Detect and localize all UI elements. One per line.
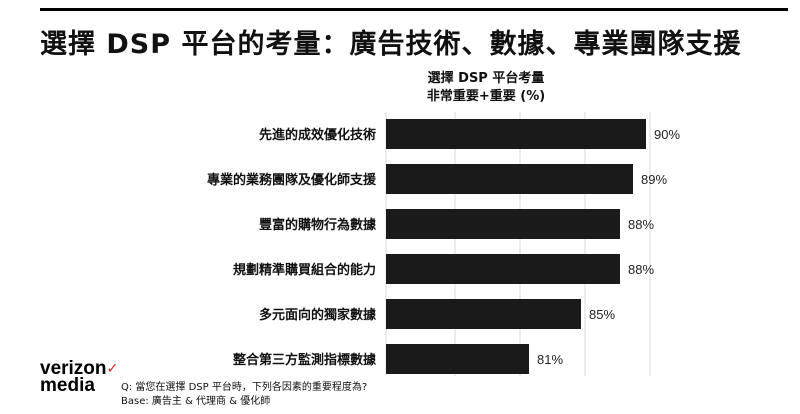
chart-title-line-1: 選擇 DSP 平台考量 (427, 71, 545, 86)
checkmark-icon: ✓ (106, 360, 119, 376)
logo-line-2: media (40, 375, 95, 396)
verizon-media-logo: verizon✓ media (40, 358, 119, 396)
value-label: 88% (628, 262, 654, 277)
chart-title: 選擇 DSP 平台考量 非常重要+重要 (%) (386, 70, 586, 106)
chart-title-line-2: 非常重要+重要 (%) (426, 89, 546, 104)
value-label: 89% (641, 172, 667, 187)
bar (386, 299, 581, 329)
page-title: 選擇 DSP 平台的考量：廣告技術、數據、專業團隊支援 (40, 29, 742, 60)
top-rule (40, 8, 788, 11)
value-label: 81% (537, 352, 563, 367)
logo-line-1: verizon (40, 358, 107, 379)
category-label: 先進的成效優化技術 (259, 127, 376, 143)
bar (386, 254, 620, 284)
category-label: 規劃精準購買組合的能力 (233, 262, 376, 278)
bar (386, 209, 620, 239)
value-label: 85% (589, 307, 615, 322)
bar (386, 164, 633, 194)
value-label: 90% (654, 127, 680, 142)
footnote-question: Q: 當您在選擇 DSP 平台時，下列各因素的重要程度為? (121, 382, 368, 393)
bar (386, 119, 646, 149)
footnote-base: Base: 廣告主 & 代理商 & 優化師 (121, 396, 271, 407)
footnote: Q: 當您在選擇 DSP 平台時，下列各因素的重要程度為? Base: 廣告主 … (121, 381, 367, 409)
category-label: 整合第三方監測指標數據 (232, 352, 377, 368)
category-label: 多元面向的獨家數據 (259, 307, 377, 323)
category-label: 豐富的購物行為數據 (259, 217, 377, 233)
category-label: 專業的業務團隊及優化師支援 (207, 172, 377, 188)
value-label: 88% (628, 217, 654, 232)
bar (386, 344, 529, 374)
